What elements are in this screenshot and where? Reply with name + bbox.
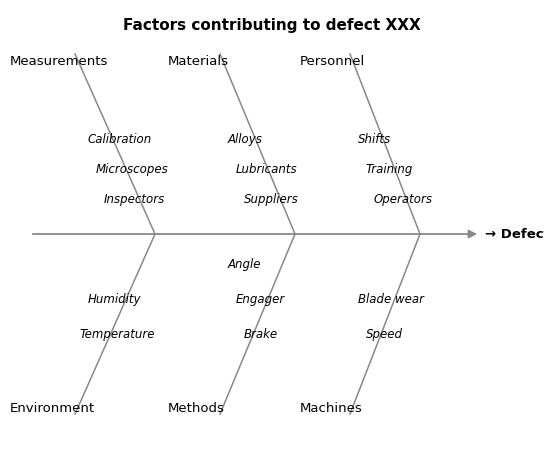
Text: Temperature: Temperature	[80, 328, 156, 341]
Text: Environment: Environment	[10, 401, 95, 414]
Text: Operators: Operators	[374, 193, 433, 206]
Text: Shifts: Shifts	[358, 133, 391, 146]
Text: Blade wear: Blade wear	[358, 293, 424, 306]
Text: Speed: Speed	[366, 328, 403, 341]
Text: Methods: Methods	[168, 401, 225, 414]
Text: Humidity: Humidity	[88, 293, 141, 306]
Text: Engager: Engager	[236, 293, 285, 306]
Text: → Defect XXX: → Defect XXX	[485, 228, 544, 241]
Text: Microscopes: Microscopes	[96, 163, 169, 176]
Text: Inspectors: Inspectors	[104, 193, 165, 206]
Text: Training: Training	[366, 163, 413, 176]
Text: Suppliers: Suppliers	[244, 193, 299, 206]
Text: Calibration: Calibration	[88, 133, 152, 146]
Text: Machines: Machines	[300, 401, 363, 414]
Text: Materials: Materials	[168, 55, 229, 68]
Text: Personnel: Personnel	[300, 55, 365, 68]
Text: Measurements: Measurements	[10, 55, 108, 68]
Text: Alloys: Alloys	[228, 133, 263, 146]
Text: Lubricants: Lubricants	[236, 163, 298, 176]
Text: Factors contributing to defect XXX: Factors contributing to defect XXX	[123, 18, 421, 33]
Text: Brake: Brake	[244, 328, 278, 341]
Text: Angle: Angle	[228, 258, 262, 271]
